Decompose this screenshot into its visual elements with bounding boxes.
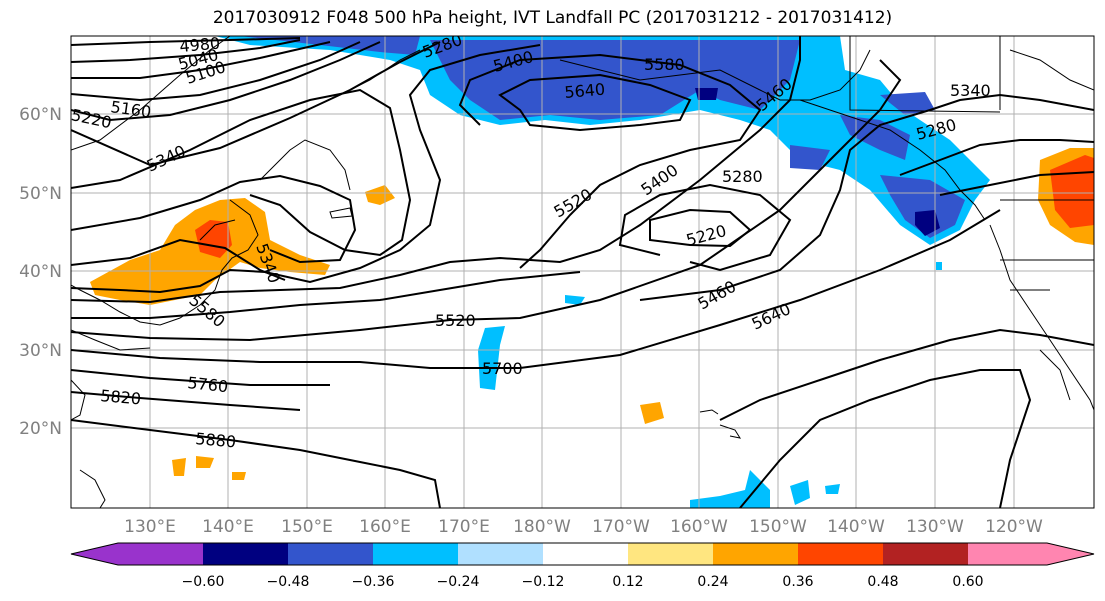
contour-label: 4980 (179, 34, 221, 56)
lon-label: 130°W (906, 517, 964, 537)
lon-label: 160°E (359, 517, 411, 537)
contour-label: 5640 (564, 80, 606, 102)
lon-label: 130°E (124, 517, 176, 537)
colorbar-bin (968, 543, 1047, 565)
lon-label: 150°W (749, 517, 807, 537)
colorbar-bin (798, 543, 883, 565)
colorbar-tick-label: −0.12 (522, 574, 565, 590)
longitude-labels: 130°E 140°E 150°E 160°E 170°E 180°W 170°… (124, 517, 1043, 537)
lon-label: 120°W (985, 517, 1043, 537)
lon-label: 140°W (827, 517, 885, 537)
lon-label: 160°W (670, 517, 728, 537)
colorbar-tick-label: −0.36 (352, 574, 395, 590)
map-gridlines (71, 36, 1094, 508)
lon-label: 180°W (513, 517, 571, 537)
contour-label: 5700 (482, 359, 523, 378)
colorbar-bin (118, 543, 203, 565)
contour-label: 5280 (722, 167, 763, 186)
coastlines (71, 36, 1094, 508)
map-frame (70, 35, 1095, 509)
contour-label: 5820 (100, 386, 142, 408)
latitude-labels: 60°N 50°N 40°N 30°N 20°N (19, 105, 62, 439)
contour-label: 5880 (195, 429, 237, 451)
colorbar-tick-label: 0.48 (867, 574, 898, 590)
ivt-negative-shading (215, 36, 990, 508)
lon-label: 150°E (281, 517, 333, 537)
map-panel: 4980 5040 5100 5160 5220 5340 5280 5400 … (71, 34, 1094, 508)
colorbar-extend-low (71, 543, 118, 565)
lat-label: 40°N (19, 262, 62, 282)
colorbar-tick-label: 0.60 (952, 574, 983, 590)
colorbar-bin (288, 543, 373, 565)
colorbar-tick-label: 0.36 (782, 574, 813, 590)
lat-label: 50°N (19, 184, 62, 204)
lon-label: 140°E (202, 517, 254, 537)
colorbar-bin (458, 543, 543, 565)
colorbar-bin (883, 543, 968, 565)
colorbar-bin (373, 543, 458, 565)
colorbar-bin (713, 543, 798, 565)
lon-label: 170°E (438, 517, 490, 537)
height-contours (71, 36, 1094, 508)
contour-label: 5340 (950, 81, 991, 100)
colorbar: −0.60 −0.48 −0.36 −0.24 −0.12 0.12 0.24 … (70, 542, 1095, 590)
colorbar-bin (203, 543, 288, 565)
colorbar-bin (628, 543, 713, 565)
map-title: 2017030912 F048 500 hPa height, IVT Land… (212, 8, 893, 28)
colorbar-tick-label: −0.24 (437, 574, 480, 590)
lat-label: 60°N (19, 105, 62, 125)
colorbar-tick-label: 0.24 (697, 574, 728, 590)
colorbar-extend-high (1047, 543, 1094, 565)
lon-label: 170°W (592, 517, 650, 537)
contour-label: 5760 (187, 373, 229, 396)
colorbar-tick-label: −0.60 (182, 574, 225, 590)
contour-label: 5520 (435, 311, 476, 330)
contour-label: 5580 (644, 55, 685, 74)
colorbar-tick-label: −0.48 (267, 574, 310, 590)
colorbar-bin (543, 543, 628, 565)
lat-label: 30°N (19, 341, 62, 361)
lat-label: 20°N (19, 419, 62, 439)
colorbar-tick-label: 0.12 (612, 574, 643, 590)
